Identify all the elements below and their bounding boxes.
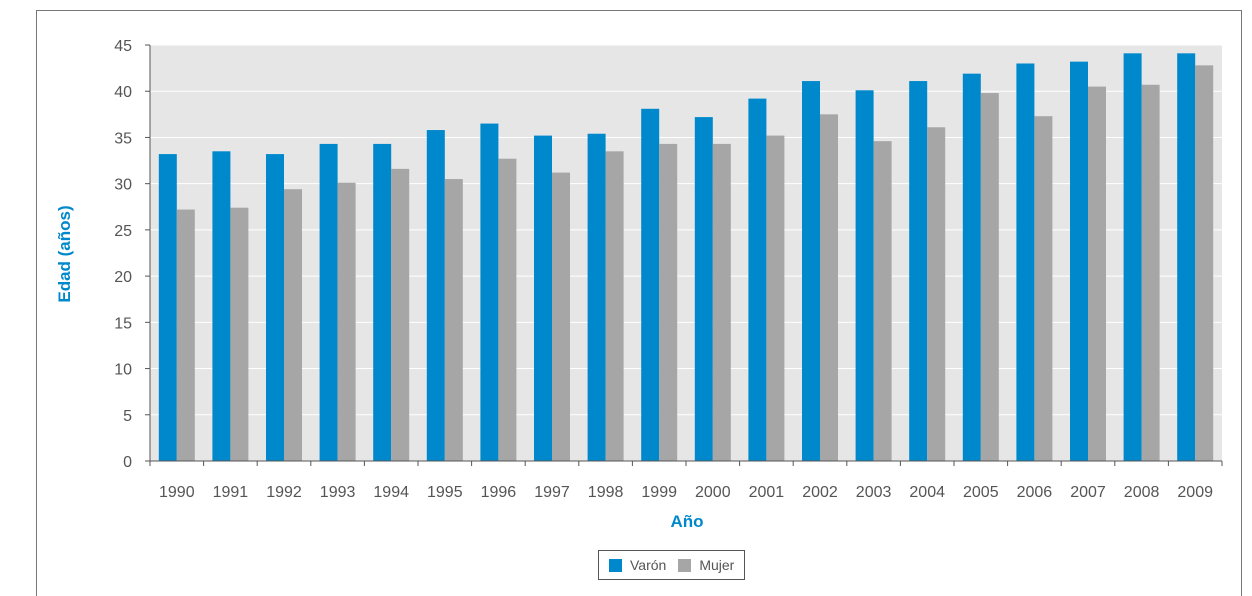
- bar-Mujer-2003: [873, 141, 892, 462]
- bar-Mujer-2009: [1195, 65, 1214, 462]
- bar-Varón-1995: [426, 130, 445, 461]
- x-tick-label: 1999: [641, 484, 677, 501]
- x-tick-label: 1995: [427, 484, 463, 501]
- bar-Mujer-1996: [498, 158, 517, 461]
- bar-Mujer-2000: [712, 143, 731, 461]
- y-tick-label: 0: [123, 454, 132, 471]
- bar-Varón-2002: [802, 81, 820, 461]
- y-tick-label: 40: [114, 84, 132, 101]
- bar-Mujer-1997: [552, 172, 570, 461]
- y-axis-title: Edad (años): [55, 205, 74, 302]
- bar-Mujer-1999: [659, 143, 678, 461]
- x-tick-labels: 1990 1991 1992 1993 1994 1995 1996 1997 1998 1999…: [159, 484, 1213, 501]
- bar-Mujer-2002: [820, 114, 838, 461]
- legend: Varón Mujer: [598, 550, 746, 580]
- x-tick-label: 2008: [1124, 484, 1160, 501]
- x-tick-label: 2001: [749, 484, 785, 501]
- bar-Varón-2008: [1123, 53, 1142, 461]
- bar-Varón-1994: [373, 143, 392, 461]
- x-tick-label: 1997: [534, 484, 570, 501]
- bar-Varón-1997: [534, 135, 552, 461]
- x-axis-title: Año: [670, 512, 703, 531]
- y-tick-label: 35: [114, 130, 132, 147]
- axes: [145, 44, 1223, 466]
- bar-Varón-2003: [855, 90, 874, 461]
- plot-area: [150, 45, 1222, 461]
- y-tick-labels: 0 5 10 15 20 25 30 35 40 45: [114, 38, 132, 471]
- legend-item-varon: Varón: [609, 557, 666, 573]
- y-tick-label: 20: [114, 269, 132, 286]
- x-tick-label: 2002: [802, 484, 838, 501]
- bar-Mujer-2004: [927, 127, 946, 461]
- x-tick-label: 1994: [373, 484, 409, 501]
- bar-Varón-1993: [319, 143, 338, 461]
- bar-Varón-2009: [1177, 53, 1196, 461]
- bars: [158, 53, 1214, 462]
- bar-Mujer-2006: [1034, 116, 1053, 461]
- x-tick-label: 2006: [1017, 484, 1053, 501]
- bar-Mujer-1992: [284, 189, 302, 462]
- x-tick-label: 1992: [266, 484, 302, 501]
- y-tick-label: 30: [114, 177, 132, 194]
- y-tick-label: 45: [114, 38, 132, 55]
- x-tick-label: 1991: [213, 484, 249, 501]
- bar-Mujer-2007: [1088, 86, 1106, 461]
- x-tick-label: 2000: [695, 484, 731, 501]
- bar-Varón-1990: [158, 154, 177, 461]
- bar-Varón-1998: [587, 133, 606, 461]
- x-tick-label: 2004: [909, 484, 945, 501]
- bar-Varón-2007: [1070, 61, 1088, 461]
- bar-Varón-2004: [909, 81, 928, 461]
- bar-Mujer-2001: [766, 135, 785, 461]
- legend-swatch-mujer: [678, 558, 692, 572]
- bar-Varón-2006: [1016, 63, 1035, 461]
- x-tick-label: 1993: [320, 484, 356, 501]
- x-tick-label: 2009: [1177, 484, 1213, 501]
- y-tick-label: 10: [114, 362, 132, 379]
- legend-label-varon: Varón: [630, 557, 667, 573]
- bar-Varón-1992: [266, 154, 284, 461]
- bar-Mujer-1993: [337, 182, 356, 461]
- bar-Varón-2005: [962, 73, 981, 461]
- bar-Mujer-2005: [980, 93, 999, 462]
- legend-swatch-varon: [609, 558, 622, 572]
- x-tick-label: 1990: [159, 484, 195, 501]
- bar-Mujer-1991: [230, 207, 249, 461]
- bar-Varón-1991: [212, 151, 231, 462]
- bar-Mujer-1994: [391, 168, 410, 461]
- legend-label-mujer: Mujer: [699, 557, 735, 573]
- bar-Mujer-2008: [1141, 84, 1160, 462]
- x-tick-label: 2007: [1070, 484, 1106, 501]
- x-tick-label: 2005: [963, 484, 999, 501]
- y-tick-label: 5: [123, 408, 132, 425]
- bar-Varón-1999: [641, 108, 660, 461]
- bar-Varón-2001: [748, 98, 767, 462]
- bar-Mujer-1998: [605, 151, 624, 462]
- x-tick-label: 1998: [588, 484, 624, 501]
- x-tick-label: 1996: [481, 484, 517, 501]
- bar-Mujer-1995: [444, 179, 463, 462]
- legend-item-mujer: Mujer: [678, 557, 734, 573]
- bar-Varón-1996: [480, 123, 499, 462]
- x-tick-label: 2003: [856, 484, 892, 501]
- bar-Mujer-1990: [176, 209, 195, 461]
- bar-Varón-2000: [694, 117, 713, 462]
- y-tick-label: 15: [114, 315, 132, 332]
- y-tick-label: 25: [114, 223, 132, 240]
